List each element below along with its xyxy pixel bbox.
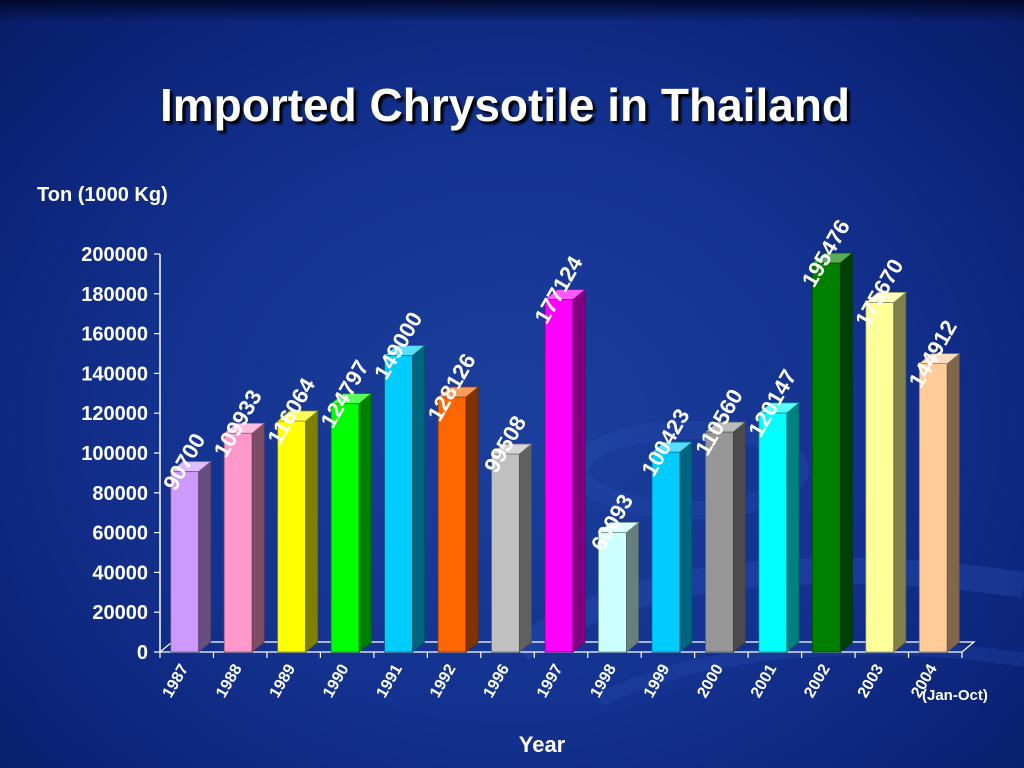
bar-side	[572, 288, 586, 653]
bar-side	[198, 460, 212, 653]
bar-1999	[650, 441, 694, 653]
x-axis-title: Year	[519, 732, 566, 757]
y-tick-label: 180000	[81, 284, 148, 306]
bar-front	[918, 363, 948, 653]
bar-front	[758, 412, 788, 653]
bar-2000	[704, 421, 747, 653]
bar-side	[305, 410, 319, 653]
bar-top	[704, 421, 747, 433]
bar-front	[491, 453, 520, 653]
x-tick-label: 1989	[267, 661, 300, 700]
bar-front	[330, 403, 360, 653]
bar-top	[650, 441, 694, 453]
bars	[169, 252, 961, 653]
bar-top	[757, 402, 800, 414]
axes	[154, 253, 976, 658]
y-axis-title: Ton (1000 Kg)	[37, 184, 168, 206]
y-tick-label: 120000	[81, 403, 148, 425]
x-tick-labels: 1987 1988 1989 1990 1991 1992 1996 1997 1998 1999…	[160, 661, 941, 700]
bar-2001	[757, 402, 800, 653]
bar-front	[277, 420, 307, 653]
bar-front	[598, 532, 627, 653]
top-shadow-band	[0, 0, 1024, 22]
bar-front	[705, 431, 734, 653]
bar-side	[519, 443, 532, 653]
bar-top	[383, 345, 426, 356]
bar-top	[330, 393, 373, 405]
bar-top	[864, 292, 907, 303]
bar-side	[786, 402, 800, 653]
bar-1988	[223, 422, 266, 653]
bar-2004	[918, 352, 961, 653]
bar-side	[626, 521, 639, 653]
x-tick-label: 1988	[213, 661, 246, 700]
chart-title: Imported Chrysotile in Thailand	[159, 79, 851, 131]
bar-top	[223, 422, 266, 434]
bar-side	[358, 392, 372, 653]
bar-front	[170, 471, 200, 653]
bar-top	[276, 410, 319, 422]
bar-side	[412, 344, 426, 653]
bar-top	[597, 522, 640, 533]
bar-front	[544, 299, 574, 653]
bar-1990	[330, 392, 373, 653]
x-tick-label: 1997	[534, 661, 567, 700]
bar-top	[436, 386, 480, 398]
y-tick-labels: 0 20000 40000 60000 80000 100000 120000 140000 1…	[81, 244, 148, 664]
bar-1991	[383, 344, 426, 653]
y-tick-label: 20000	[92, 602, 148, 624]
bar-top	[490, 443, 533, 455]
bar-top	[811, 252, 854, 264]
bar-front	[865, 302, 895, 653]
y-tick-label: 160000	[81, 324, 148, 346]
x-tick-label: 2001	[748, 661, 781, 700]
bar-1997	[543, 288, 587, 653]
x-tick-label: 1987	[160, 661, 193, 700]
bar-1987	[169, 460, 212, 653]
bar-top	[918, 353, 961, 365]
bar-2002	[811, 252, 854, 653]
bar-front	[437, 396, 467, 653]
bar-side	[251, 422, 265, 653]
x-tick-label: 2002	[801, 661, 834, 700]
y-tick-label: 60000	[92, 523, 148, 545]
bar-side	[465, 386, 479, 653]
bar-side	[946, 352, 960, 653]
bar-side	[839, 252, 853, 653]
y-tick-label: 100000	[81, 443, 148, 465]
bar-front	[651, 451, 681, 653]
x-tick-label: 1991	[374, 661, 407, 700]
bar-top	[169, 461, 212, 472]
bar-top	[543, 289, 587, 300]
y-tick-label: 80000	[92, 483, 148, 505]
bar-2003	[864, 291, 907, 653]
bar-front	[223, 432, 253, 653]
bar-side	[893, 291, 907, 653]
bar-1996	[490, 443, 533, 653]
bar-front	[384, 355, 414, 653]
bar-1998	[597, 521, 640, 653]
x-tick-label: 1990	[320, 661, 353, 700]
bar-side	[679, 441, 693, 653]
x-tick-label: 1996	[480, 661, 513, 700]
y-tick-label: 200000	[81, 244, 148, 266]
bar-1989	[276, 410, 319, 653]
bar-front	[811, 262, 841, 653]
y-tick-label: 140000	[81, 363, 148, 385]
y-tick-label: 40000	[92, 562, 148, 584]
x-tick-label: 2003	[855, 661, 888, 700]
y-tick-label: 0	[137, 642, 148, 664]
x-axis-note: (Jan-Oct)	[922, 687, 988, 704]
bar-side	[733, 421, 746, 653]
bar-1992	[436, 386, 480, 653]
x-tick-label: 1992	[427, 661, 460, 700]
